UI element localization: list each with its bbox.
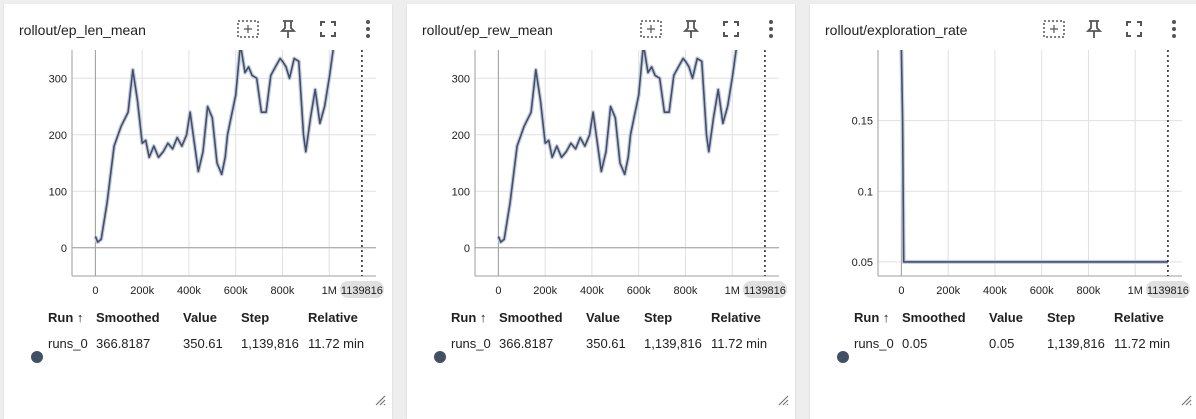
y-tick-label: 200 [49, 130, 67, 142]
x-tick-label: 200k [130, 285, 154, 297]
x-tick-label: 0 [898, 285, 904, 297]
run-color-dot [434, 351, 446, 363]
cell-relative: 11.72 min [308, 336, 365, 351]
series-halo [496, 50, 739, 245]
col-header-smoothed[interactable]: Smoothed [902, 310, 966, 325]
y-tick-label: 100 [452, 186, 470, 198]
step-marker-badge [339, 281, 384, 298]
resize-handle-icon[interactable] [374, 393, 386, 411]
cell-run: runs_0 [854, 336, 894, 351]
card-title: rollout/ep_rew_mean [422, 22, 553, 38]
cell-smoothed: 0.05 [902, 336, 928, 351]
cell-run: runs_0 [48, 336, 88, 351]
col-header-run[interactable]: Run ↑ [854, 310, 890, 325]
x-tick-label: 200k [936, 285, 960, 297]
col-header-run[interactable]: Run ↑ [451, 310, 487, 325]
col-header-relative[interactable]: Relative [1114, 310, 1164, 325]
fit-to-data-icon[interactable] [1041, 16, 1067, 42]
fit-to-data-icon[interactable] [235, 16, 261, 42]
x-tick-label: 400k [983, 285, 1007, 297]
x-tick-label: 0 [92, 285, 98, 297]
fullscreen-icon[interactable] [1121, 16, 1147, 42]
line-chart[interactable]: 0 200k 400k 600k 800k 1M 0.05 0.1 0.15 1139816 [810, 50, 1196, 300]
step-marker-label: 1139816 [1147, 285, 1189, 297]
col-header-smoothed[interactable]: Smoothed [96, 310, 160, 325]
y-tick-label: 300 [452, 73, 470, 85]
pin-icon[interactable] [1081, 16, 1107, 42]
step-marker-badge [1145, 281, 1190, 298]
step-marker-badge [742, 281, 787, 298]
series-line [497, 50, 737, 243]
step-marker-label: 1139816 [341, 285, 383, 297]
col-header-run[interactable]: Run ↑ [48, 310, 84, 325]
card-title: rollout/ep_len_mean [19, 22, 146, 38]
scalar-card-ep-rew-mean: rollout/ep_rew_mean 0 200k 400k 600k 800k 1M 0… [407, 4, 795, 419]
cell-step: 1,139,816 [644, 336, 702, 351]
line-chart[interactable]: 0 200k 400k 600k 800k 1M 0 100 200 300 1139816 [4, 50, 392, 300]
fullscreen-icon[interactable] [315, 16, 341, 42]
pin-icon[interactable] [678, 16, 704, 42]
col-header-value[interactable]: Value [183, 310, 217, 325]
x-tick-label: 800k [1077, 285, 1101, 297]
y-tick-label: 0 [464, 243, 470, 255]
pin-icon[interactable] [275, 16, 301, 42]
col-header-smoothed[interactable]: Smoothed [499, 310, 563, 325]
x-tick-label: 400k [580, 285, 604, 297]
series-line [94, 50, 334, 243]
cell-smoothed: 366.8187 [499, 336, 554, 351]
cell-relative: 11.72 min [711, 336, 768, 351]
cell-step: 1,139,816 [241, 336, 299, 351]
x-tick-label: 600k [224, 285, 248, 297]
more-vert-icon[interactable] [758, 16, 784, 42]
col-header-value[interactable]: Value [989, 310, 1023, 325]
x-tick-label: 800k [674, 285, 698, 297]
y-tick-label: 200 [452, 130, 470, 142]
x-tick-label: 0 [495, 285, 501, 297]
series-halo [93, 50, 336, 245]
col-header-step[interactable]: Step [241, 310, 270, 325]
x-tick-label: 1M [1128, 285, 1143, 297]
col-header-step[interactable]: Step [644, 310, 673, 325]
series-line [900, 50, 1168, 263]
more-vert-icon[interactable] [1161, 16, 1187, 42]
y-tick-label: 100 [49, 186, 67, 198]
y-tick-label: 300 [49, 73, 67, 85]
col-header-relative[interactable]: Relative [711, 310, 761, 325]
y-tick-label: 0.1 [858, 186, 873, 198]
cell-value: 0.05 [989, 336, 1015, 351]
y-tick-label: 0.05 [852, 257, 873, 269]
cell-run: runs_0 [451, 336, 491, 351]
x-tick-label: 400k [177, 285, 201, 297]
cell-value: 350.61 [183, 336, 223, 351]
col-header-step[interactable]: Step [1047, 310, 1076, 325]
resize-handle-icon[interactable] [1180, 393, 1192, 411]
more-vert-icon[interactable] [355, 16, 381, 42]
x-tick-label: 600k [1030, 285, 1054, 297]
scalar-card-exploration-rate: rollout/exploration_rate 0 200k 400k 600k 80… [810, 4, 1196, 419]
x-tick-label: 800k [271, 285, 295, 297]
y-tick-label: 0 [61, 243, 67, 255]
fit-to-data-icon[interactable] [638, 16, 664, 42]
y-tick-label: 0.15 [852, 116, 873, 128]
series-halo [899, 50, 1168, 264]
x-tick-label: 1M [322, 285, 337, 297]
x-tick-label: 200k [533, 285, 557, 297]
run-color-dot [31, 351, 43, 363]
line-chart[interactable]: 0 200k 400k 600k 800k 1M 0 100 200 300 1139816 [407, 50, 795, 300]
resize-handle-icon[interactable] [777, 393, 789, 411]
fullscreen-icon[interactable] [718, 16, 744, 42]
run-color-dot [837, 351, 849, 363]
x-tick-label: 600k [627, 285, 651, 297]
step-marker-label: 1139816 [744, 285, 786, 297]
col-header-relative[interactable]: Relative [308, 310, 358, 325]
cell-value: 350.61 [586, 336, 626, 351]
cell-smoothed: 366.8187 [96, 336, 151, 351]
col-header-value[interactable]: Value [586, 310, 620, 325]
card-title: rollout/exploration_rate [825, 22, 968, 38]
cell-step: 1,139,816 [1047, 336, 1105, 351]
scalar-card-ep-len-mean: rollout/ep_len_mean 0 200k 400k 600k 800k 1M 0… [4, 4, 392, 419]
cell-relative: 11.72 min [1114, 336, 1171, 351]
x-tick-label: 1M [725, 285, 740, 297]
